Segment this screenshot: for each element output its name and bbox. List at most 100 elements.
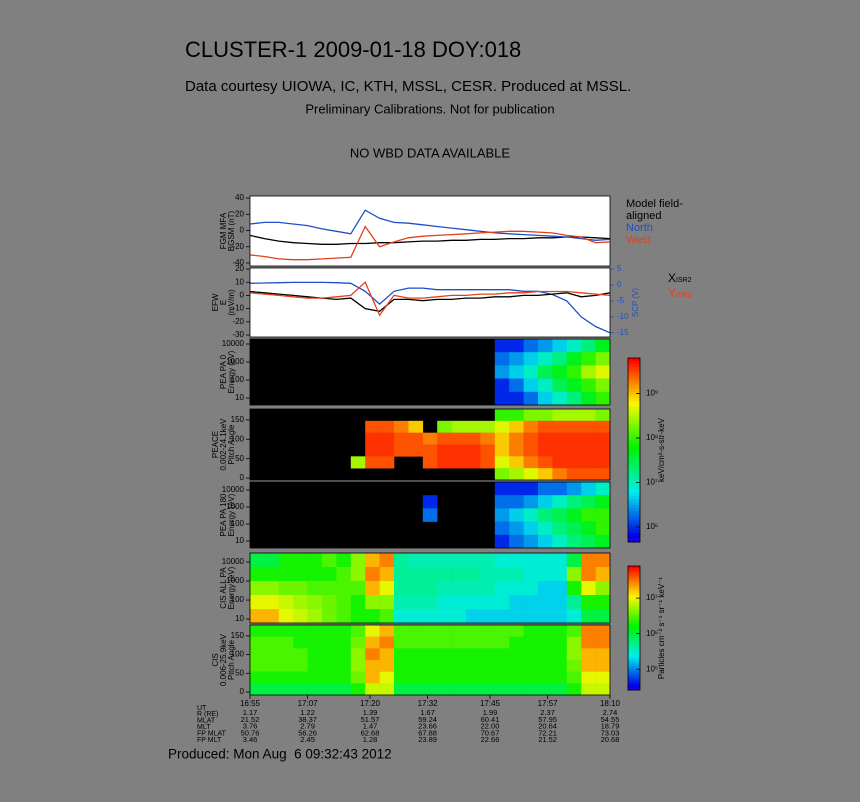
- heatmap-cell: [379, 609, 395, 624]
- panel-frame: [249, 338, 611, 406]
- heatmap-cell: [538, 553, 553, 568]
- heatmap-cell: [523, 508, 539, 522]
- colorbar-step: [628, 400, 640, 405]
- colorbar-step: [628, 617, 640, 621]
- panel-frame: [249, 552, 611, 624]
- heatmap-cell: [595, 409, 611, 422]
- heatmap-cell: [523, 521, 539, 536]
- colorbar-step: [628, 667, 640, 670]
- heatmap-cell: [480, 420, 496, 433]
- heatmap-cell: [523, 595, 539, 610]
- heatmap-cell: [581, 595, 596, 610]
- heatmap-cell: [595, 378, 611, 393]
- colorbar-step: [628, 535, 640, 540]
- heatmap-cell: [293, 625, 308, 637]
- heatmap-cell: [379, 444, 395, 457]
- heatmap-cell: [523, 495, 539, 509]
- heatmap-cell: [408, 625, 424, 637]
- heatmap-cell: [466, 660, 481, 672]
- heatmap-cell: [581, 365, 596, 379]
- heatmap-cell: [581, 521, 596, 536]
- heatmap-cell: [595, 625, 611, 637]
- heatmap-cell: [264, 625, 280, 637]
- heatmap-cell: [595, 671, 611, 684]
- legend-entry: Model field-aligned: [626, 198, 683, 222]
- heatmap-cell: [466, 553, 481, 568]
- heatmap-cell: [494, 671, 510, 684]
- heatmap-cell: [278, 683, 294, 696]
- heatmap-cell: [379, 671, 395, 684]
- heatmap-cell: [523, 609, 539, 624]
- heatmap-cell: [552, 595, 568, 610]
- series-line: [249, 281, 611, 317]
- heatmap-cell: [307, 567, 323, 582]
- colorbar-step: [628, 538, 640, 543]
- heatmap-cell: [379, 432, 395, 445]
- colorbar-step: [628, 499, 640, 503]
- heatmap-cell: [451, 671, 467, 684]
- heatmap-cell: [494, 636, 510, 649]
- colorbar-step: [628, 480, 640, 485]
- ephemeris-label: FP MLT: [197, 737, 222, 744]
- colorbar-step: [628, 603, 640, 606]
- ephemeris-value: 23.89: [418, 735, 437, 744]
- y-axis-label: Energy (eV): [227, 350, 236, 393]
- heatmap-cell: [307, 581, 323, 596]
- heatmap-cell: [379, 567, 395, 582]
- heatmap-cell: [250, 581, 265, 596]
- colorbar-step: [628, 615, 640, 619]
- colorbar-step: [628, 584, 640, 588]
- heatmap-cell: [552, 567, 568, 582]
- heatmap-cell: [581, 468, 596, 481]
- colorbar-step: [628, 477, 640, 482]
- heatmap-cell: [408, 581, 424, 596]
- heatmap-cell: [293, 567, 308, 582]
- heatmap-cell: [595, 660, 611, 672]
- heatmap-cell: [293, 581, 308, 596]
- y-axis-label: 0.002-24.1keV: [219, 418, 228, 471]
- heatmap-cell: [394, 660, 409, 672]
- colorbar-step: [628, 446, 640, 451]
- heatmap-cell: [595, 521, 611, 536]
- y-tick-label: 10: [235, 277, 244, 286]
- heatmap-cell: [494, 567, 510, 582]
- y-tick-label: 0: [240, 687, 245, 696]
- heatmap-cell: [250, 595, 265, 610]
- colorbar-label: keV/cm²-s-str-keV: [657, 417, 666, 482]
- ephemeris-value: 23.66: [418, 722, 437, 731]
- heatmap-cell: [422, 595, 438, 610]
- heatmap-cell: [408, 671, 424, 684]
- heatmap-cell: [293, 671, 308, 684]
- ephemeris-value: 3.76: [243, 722, 258, 731]
- heatmap-cell: [566, 567, 582, 582]
- heatmap-cell: [408, 683, 424, 696]
- y-tick-label: -10: [232, 304, 244, 313]
- heatmap-cell: [480, 595, 496, 610]
- y-tick-label: 100: [231, 434, 245, 443]
- colorbar-step: [628, 590, 640, 594]
- heatmap-cell: [538, 420, 553, 433]
- heatmap-cell: [437, 444, 452, 457]
- colorbar-step: [628, 376, 640, 380]
- heatmap-cell: [293, 660, 308, 672]
- heatmap-cell: [494, 339, 510, 353]
- heatmap-cell: [509, 648, 524, 661]
- heatmap-cell: [350, 581, 366, 596]
- heatmap-cell: [523, 432, 539, 445]
- heatmap-cell: [365, 671, 380, 684]
- heatmap-cell: [422, 609, 438, 624]
- heatmap-cell: [379, 625, 395, 637]
- heatmap-cell: [293, 683, 308, 696]
- colorbar-step: [628, 511, 640, 515]
- heatmap-cell: [480, 432, 496, 445]
- colorbar-step: [628, 568, 640, 571]
- colorbar-step: [628, 520, 640, 525]
- heatmap-cell: [264, 609, 280, 624]
- heatmap-cell: [494, 683, 510, 696]
- heatmap-cell: [595, 391, 611, 406]
- heatmap-cell: [538, 482, 553, 496]
- heatmap-cell: [350, 625, 366, 637]
- heatmap-cell: [523, 581, 539, 596]
- heatmap-cell: [595, 352, 611, 366]
- heatmap-cell: [523, 648, 539, 661]
